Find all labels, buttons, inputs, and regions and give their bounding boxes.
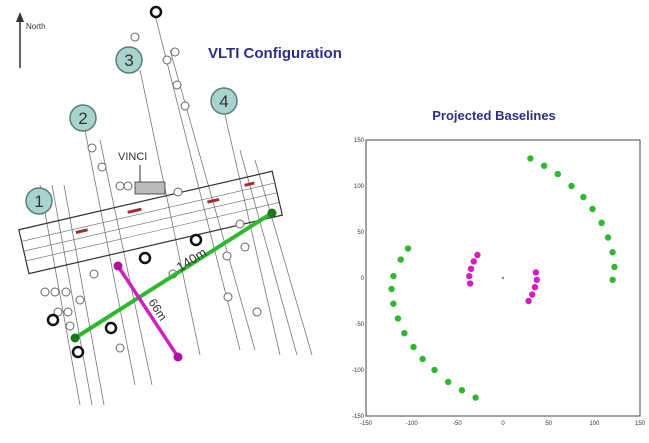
uv-point (531, 284, 539, 291)
uv-point (410, 343, 417, 351)
baseline-long-end-a (70, 333, 80, 343)
y-axis-ticks: -150 -100 -50 0 50 100 150 (352, 138, 365, 420)
uv-point (388, 285, 395, 293)
north-arrow-head (16, 12, 24, 22)
telescope-badge-2: 2 (69, 104, 97, 132)
uv-point (470, 258, 477, 265)
north-label: North (26, 22, 46, 31)
uv-point (580, 193, 587, 201)
vinci-label: VINCI (118, 151, 147, 163)
uv-point (467, 265, 475, 272)
uv-point (445, 378, 452, 386)
baseline-short-end-a (113, 261, 123, 271)
origin-marker (501, 276, 505, 280)
uv-point (604, 234, 612, 241)
uv-point (598, 219, 605, 226)
x-tick-label: -150 (360, 421, 373, 427)
uv-point (474, 251, 481, 259)
uv-point (589, 205, 596, 213)
x-axis-ticks: -150 -100 -50 0 50 100 150 (360, 421, 646, 427)
uv-point (397, 256, 404, 263)
uv-point (609, 249, 616, 256)
uv-point (466, 272, 473, 280)
uv-point (527, 155, 534, 162)
baseline-long-end-b (267, 208, 277, 218)
telescope-badge-4: 4 (210, 87, 238, 115)
uv-point (390, 272, 397, 280)
vinci-lab (134, 181, 166, 195)
occupied-stations (46, 5, 203, 359)
station-circles (40, 32, 262, 353)
baseline-long (73, 211, 274, 340)
baseline-short-end-b (173, 352, 183, 362)
svg-text:4: 4 (219, 92, 228, 111)
y-tick-label: 150 (354, 138, 365, 144)
uv-point (458, 387, 466, 394)
svg-text:1: 1 (34, 192, 43, 211)
svg-text:2: 2 (78, 109, 87, 128)
uv-point (404, 245, 412, 252)
uv-point (568, 182, 575, 190)
uv-point (533, 276, 540, 284)
y-tick-label: 0 (361, 276, 365, 282)
uv-point (472, 394, 479, 401)
delay-line-tunnel (18, 170, 284, 275)
uv-point (419, 355, 426, 363)
telescope-badge-3: 3 (115, 46, 143, 74)
uv-point (554, 170, 561, 178)
x-tick-label: 0 (501, 421, 505, 427)
x-tick-label: 150 (635, 421, 646, 427)
x-tick-label: 50 (545, 421, 552, 427)
baseline-long-label: 140m (174, 245, 210, 275)
plot-title: Projected Baselines (432, 108, 556, 123)
uv-point (525, 297, 532, 305)
y-tick-label: -150 (352, 414, 365, 420)
uv-point (394, 315, 402, 322)
svg-text:3: 3 (124, 51, 133, 70)
y-tick-label: 50 (357, 230, 364, 236)
baseline-short-label: 66m (145, 296, 169, 323)
uv-point (532, 269, 540, 276)
uv-point (466, 280, 474, 287)
uv-point (390, 300, 397, 307)
y-tick-label: 100 (354, 184, 365, 190)
page-title: VLTI Configuration (208, 45, 342, 62)
x-tick-label: -50 (453, 421, 462, 427)
baseline-short (116, 265, 180, 358)
x-tick-label: -100 (406, 421, 419, 427)
uv-point (611, 263, 618, 271)
uv-point (401, 330, 408, 337)
x-tick-label: 100 (589, 421, 600, 427)
y-tick-label: -100 (352, 368, 365, 374)
telescope-badge-1: 1 (25, 187, 53, 215)
uv-point (609, 276, 616, 284)
uv-point (529, 291, 536, 298)
baseline-tracks (388, 155, 618, 401)
uv-point (540, 162, 548, 169)
y-tick-label: -50 (355, 322, 364, 328)
uv-point (431, 366, 438, 374)
